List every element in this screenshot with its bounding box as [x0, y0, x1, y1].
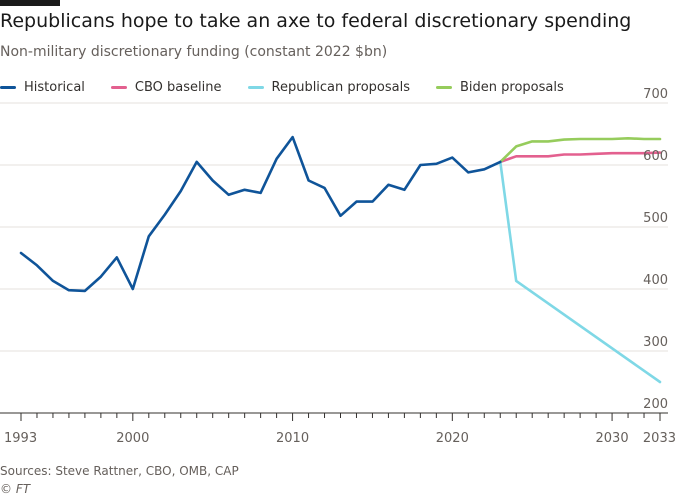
series-line-historical [19, 135, 502, 293]
chart-legend: Historical CBO baseline Republican propo… [0, 79, 590, 95]
x-tick-label-2000: 2000 [116, 431, 149, 446]
source-note: Sources: Steve Rattner, CBO, OMB, CAP [0, 464, 239, 478]
chart-title: Republicans hope to take an axe to feder… [0, 10, 632, 32]
legend-item-cbo: CBO baseline [110, 79, 222, 95]
x-tick-label-2030: 2030 [596, 431, 629, 446]
x-tick-label-2010: 2010 [276, 431, 309, 446]
x-tick-label-2033: 2033 [643, 431, 676, 446]
legend-swatch-historical [0, 85, 16, 89]
legend-item-republican: Republican proposals [247, 79, 411, 95]
ft-top-rule [0, 0, 60, 6]
y-tick-label-500: 500 [643, 211, 668, 226]
y-tick-label-200: 200 [643, 397, 668, 412]
legend-swatch-cbo [110, 85, 127, 89]
legend-label-biden: Biden proposals [460, 79, 564, 95]
y-tick-label-600: 600 [643, 149, 668, 164]
series-line-republican [498, 160, 662, 384]
x-tick-label-2020: 2020 [436, 431, 469, 446]
legend-label-republican: Republican proposals [271, 79, 411, 95]
series-line-cbo [498, 151, 662, 164]
legend-label-cbo: CBO baseline [134, 79, 222, 95]
legend-swatch-republican [247, 85, 264, 89]
grid-lines [0, 102, 668, 414]
x-tick-label-1993: 1993 [4, 431, 37, 446]
y-axis-labels: 200 300 400 500 600 700 [643, 87, 668, 412]
x-axis-labels: 1993 2000 2010 2020 2030 2033 [4, 431, 676, 446]
series-line-biden [498, 137, 662, 164]
y-tick-label-400: 400 [643, 273, 668, 288]
y-tick-label-700: 700 [643, 87, 668, 102]
legend-item-biden: Biden proposals [436, 80, 564, 95]
y-tick-label-300: 300 [643, 335, 668, 350]
x-axis-ticks [20, 413, 661, 421]
legend-swatch-biden [436, 85, 452, 89]
series-lines [19, 135, 662, 384]
legend-item-historical: Historical [0, 80, 85, 95]
legend-label-historical: Historical [24, 79, 85, 95]
ft-credit: © FT [0, 482, 31, 496]
chart-subtitle: Non-military discretionary funding (cons… [0, 44, 388, 60]
